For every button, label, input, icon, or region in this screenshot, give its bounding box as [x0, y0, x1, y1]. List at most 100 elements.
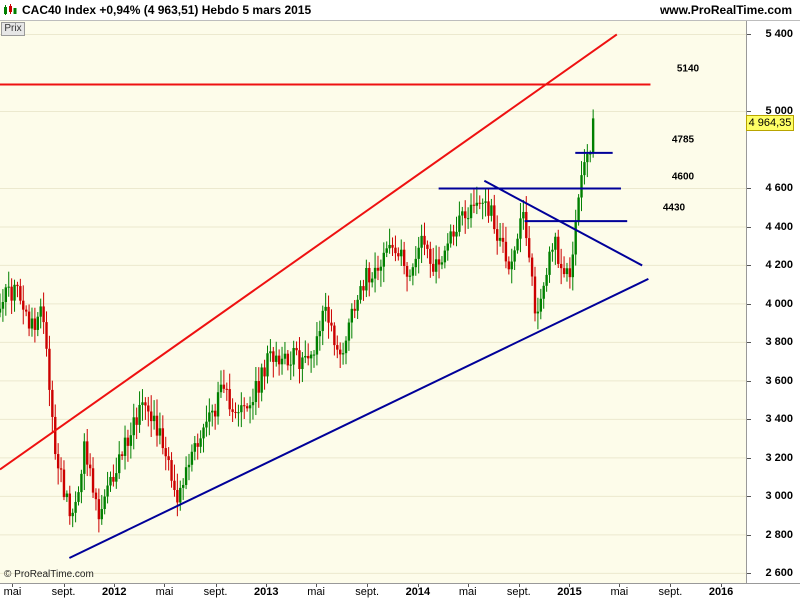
- candle-body: [551, 249, 554, 252]
- candle-body: [510, 261, 513, 270]
- candle-body: [568, 268, 572, 278]
- candle-down: [394, 235, 397, 262]
- candle-body: [39, 306, 42, 317]
- candle-body: [275, 355, 278, 362]
- candle-down: [68, 485, 71, 525]
- candle-body: [237, 412, 240, 414]
- candle-body: [251, 402, 255, 406]
- candle-up: [208, 398, 211, 436]
- candle-down: [478, 195, 481, 210]
- candle-down: [527, 226, 531, 263]
- candle-down: [234, 402, 237, 419]
- candle-body: [7, 286, 10, 288]
- x-tick-label: 2012: [101, 586, 127, 598]
- candle-up: [379, 259, 383, 287]
- candle-up: [347, 318, 351, 351]
- candle-up: [565, 262, 569, 282]
- candle-down: [272, 346, 275, 378]
- x-tick-label: sept.: [355, 586, 380, 598]
- prix-tab[interactable]: Prix: [1, 22, 25, 36]
- candle-body: [0, 308, 2, 313]
- y-tick-mark: [747, 534, 751, 536]
- candle-body: [385, 248, 388, 253]
- candle-body: [4, 287, 8, 303]
- candle-up: [266, 345, 269, 384]
- price-plot-area[interactable]: [0, 21, 746, 583]
- candle-body: [106, 485, 109, 497]
- candle-down: [91, 457, 95, 499]
- x-tick-label: sept.: [506, 586, 531, 598]
- x-tick-label: sept.: [51, 586, 76, 598]
- candle-body: [370, 278, 374, 283]
- candle-body: [51, 389, 54, 417]
- x-tick-label: 2015: [557, 586, 582, 598]
- x-tick-mark: [467, 584, 469, 587]
- x-tick-label: mai: [458, 586, 477, 598]
- y-tick-mark: [747, 380, 751, 382]
- x-tick-label: mai: [610, 586, 629, 598]
- candle-body: [144, 402, 147, 406]
- candle-body: [141, 402, 144, 405]
- candle-body: [336, 345, 339, 350]
- x-tick-mark: [670, 584, 672, 587]
- candle-body: [138, 404, 141, 425]
- candle-body: [27, 311, 31, 329]
- candle-down: [286, 350, 290, 371]
- candle-body: [449, 231, 452, 244]
- candle-body: [307, 355, 310, 359]
- candle-down: [225, 382, 228, 401]
- y-tick-label: 4 200: [765, 259, 793, 272]
- y-tick-label: 3 800: [765, 336, 793, 349]
- candle-up: [132, 403, 135, 450]
- candle-body: [530, 257, 534, 277]
- candle-up: [304, 340, 307, 364]
- candle-body: [559, 263, 563, 269]
- candle-body: [519, 218, 522, 239]
- candle-down: [173, 464, 176, 497]
- candle-up: [542, 282, 545, 309]
- candle-up: [181, 478, 185, 500]
- candle-down: [62, 460, 66, 501]
- candle-body: [417, 247, 420, 259]
- candle-down: [376, 255, 380, 281]
- candle-up: [536, 297, 540, 330]
- candle-up: [373, 252, 377, 293]
- candle-body: [103, 496, 106, 510]
- candle-down: [568, 257, 572, 289]
- y-tick-mark: [747, 265, 751, 267]
- candle-body: [19, 286, 22, 301]
- candle-up: [516, 233, 519, 254]
- candle-body: [359, 286, 362, 300]
- x-tick-mark: [215, 584, 217, 587]
- candle-body: [298, 350, 301, 370]
- candle-body: [164, 448, 167, 457]
- candle-body: [245, 406, 249, 409]
- candle-up: [202, 423, 205, 453]
- candle-body: [280, 358, 284, 365]
- candle-body: [455, 231, 458, 237]
- candle-up: [481, 198, 484, 220]
- candle-up: [539, 288, 543, 320]
- candle-up: [513, 246, 516, 270]
- candle-down: [45, 311, 48, 357]
- y-tick-label: 3 200: [765, 451, 793, 464]
- candle-up: [519, 203, 522, 253]
- candle-down: [94, 488, 98, 511]
- candle-body: [333, 325, 336, 346]
- site-link[interactable]: www.ProRealTime.com: [659, 3, 792, 17]
- candle-down: [391, 237, 394, 256]
- candle-body: [260, 367, 263, 393]
- candle-up: [158, 412, 162, 445]
- candle-body: [126, 437, 130, 446]
- candle-body: [68, 493, 71, 517]
- candle-body: [513, 250, 516, 262]
- candle-body: [368, 267, 371, 283]
- y-tick-label: 4 600: [765, 182, 793, 195]
- candle-up: [545, 267, 548, 292]
- price-chart: [0, 33, 746, 574]
- y-tick-mark: [747, 342, 751, 344]
- candle-down: [327, 295, 330, 339]
- candle-body: [452, 231, 455, 237]
- candle-up: [152, 400, 156, 430]
- candle-up: [522, 199, 525, 230]
